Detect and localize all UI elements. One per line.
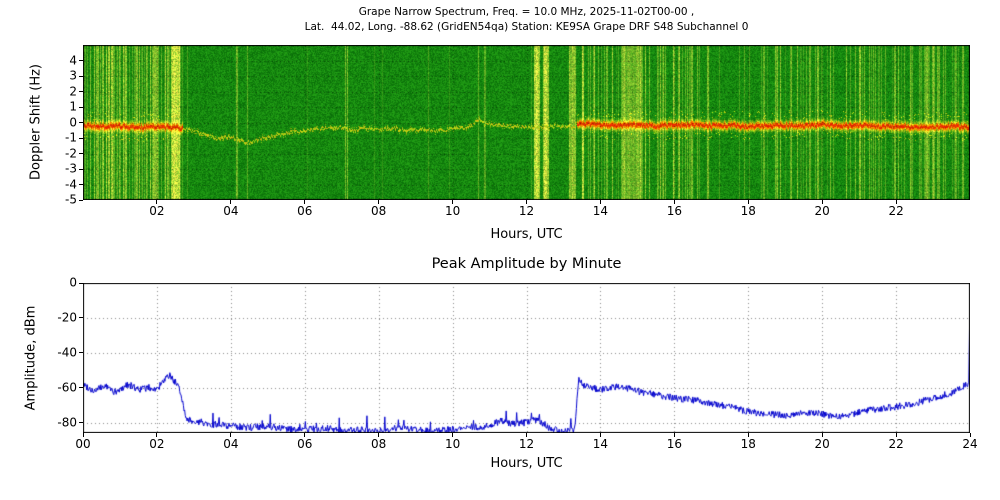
x-tick-mark [895, 433, 897, 437]
x-tick-mark [230, 200, 232, 204]
x-tick-label: 16 [666, 437, 682, 451]
x-tick-label: 22 [888, 437, 904, 451]
x-tick-label: 02 [149, 204, 165, 218]
x-tick-mark [230, 433, 232, 437]
x-tick-mark [673, 200, 675, 204]
x-tick-label: 08 [371, 437, 387, 451]
y-tick-mark [79, 137, 83, 139]
doppler-spectrogram-canvas [83, 45, 970, 200]
x-tick-label: 20 [814, 437, 830, 451]
x-tick-label: 10 [444, 437, 461, 451]
y-tick-label: 2 [69, 84, 77, 98]
y-tick-mark [79, 422, 83, 424]
y-tick-mark [79, 184, 83, 185]
y-tick-mark [79, 60, 83, 61]
y-tick-mark [79, 75, 83, 77]
y-tick-label: 0 [69, 275, 77, 290]
x-tick-mark [82, 433, 84, 437]
spectrogram-subtitle: Lat. 44.02, Long. -88.62 (GridEN54qa) St… [304, 21, 749, 33]
y-tick-mark [79, 282, 83, 284]
x-tick-mark [821, 433, 823, 437]
x-tick-mark [452, 200, 454, 204]
x-tick-label: 18 [740, 204, 756, 218]
x-tick-mark [747, 200, 749, 204]
x-tick-label: 12 [518, 204, 535, 218]
y-tick-label: -80 [57, 415, 77, 430]
x-tick-label: 14 [592, 204, 609, 218]
amplitude-chart-title: Peak Amplitude by Minute [431, 256, 622, 272]
x-tick-mark [156, 200, 158, 204]
x-tick-mark [526, 200, 527, 204]
y-tick-mark [79, 106, 83, 108]
spectrogram-x-axis-label: Hours, UTC [490, 227, 563, 242]
x-tick-label: 22 [888, 204, 904, 218]
amplitude-chart-canvas [83, 283, 970, 433]
y-tick-label: -40 [57, 345, 77, 360]
y-tick-label: -1 [65, 130, 77, 145]
y-tick-mark [79, 122, 83, 123]
x-tick-mark [673, 433, 675, 437]
y-tick-mark [79, 199, 83, 201]
y-tick-label: -3 [65, 161, 77, 176]
x-tick-mark [526, 433, 527, 437]
spectrogram-title: Grape Narrow Spectrum, Freq. = 10.0 MHz,… [358, 6, 695, 18]
y-tick-mark [79, 317, 83, 319]
x-tick-mark [599, 200, 601, 204]
x-tick-mark [452, 433, 454, 437]
x-tick-label: 04 [223, 437, 239, 451]
x-tick-label: 16 [666, 204, 682, 218]
x-tick-mark [378, 433, 380, 437]
y-tick-label: 1 [69, 99, 77, 114]
amplitude-y-axis-label: Amplitude, dBm [23, 305, 39, 411]
x-tick-mark [747, 433, 749, 437]
y-tick-label: 4 [69, 53, 77, 67]
y-tick-label: -20 [57, 310, 77, 325]
y-tick-mark [79, 168, 83, 170]
x-tick-mark [304, 200, 306, 204]
x-tick-mark [599, 433, 601, 437]
x-tick-label: 02 [149, 437, 165, 451]
y-tick-label: 3 [69, 68, 77, 83]
x-tick-label: 20 [814, 204, 830, 218]
y-tick-mark [79, 91, 83, 92]
y-tick-label: -5 [65, 192, 77, 207]
x-tick-label: 00 [75, 437, 91, 451]
y-tick-label: -2 [65, 146, 77, 160]
x-tick-mark [378, 200, 380, 204]
x-tick-mark [821, 200, 823, 204]
x-tick-mark [156, 433, 158, 437]
y-tick-mark [79, 352, 83, 354]
y-tick-label: -60 [57, 380, 77, 395]
x-tick-mark [304, 433, 306, 437]
x-tick-mark [969, 433, 971, 437]
x-tick-label: 08 [371, 204, 387, 218]
x-tick-label: 06 [297, 437, 313, 451]
x-tick-label: 24 [962, 437, 978, 451]
x-tick-label: 10 [444, 204, 461, 218]
amplitude-x-axis-label: Hours, UTC [490, 456, 563, 471]
x-tick-label: 12 [518, 437, 535, 451]
x-tick-label: 06 [297, 204, 313, 218]
x-tick-mark [895, 200, 897, 204]
x-tick-label: 18 [740, 437, 756, 451]
x-tick-label: 14 [592, 437, 609, 451]
y-tick-label: -4 [65, 177, 77, 191]
y-tick-mark [79, 387, 83, 389]
y-tick-label: 0 [69, 115, 77, 129]
x-tick-label: 04 [223, 204, 239, 218]
y-tick-mark [79, 153, 83, 154]
